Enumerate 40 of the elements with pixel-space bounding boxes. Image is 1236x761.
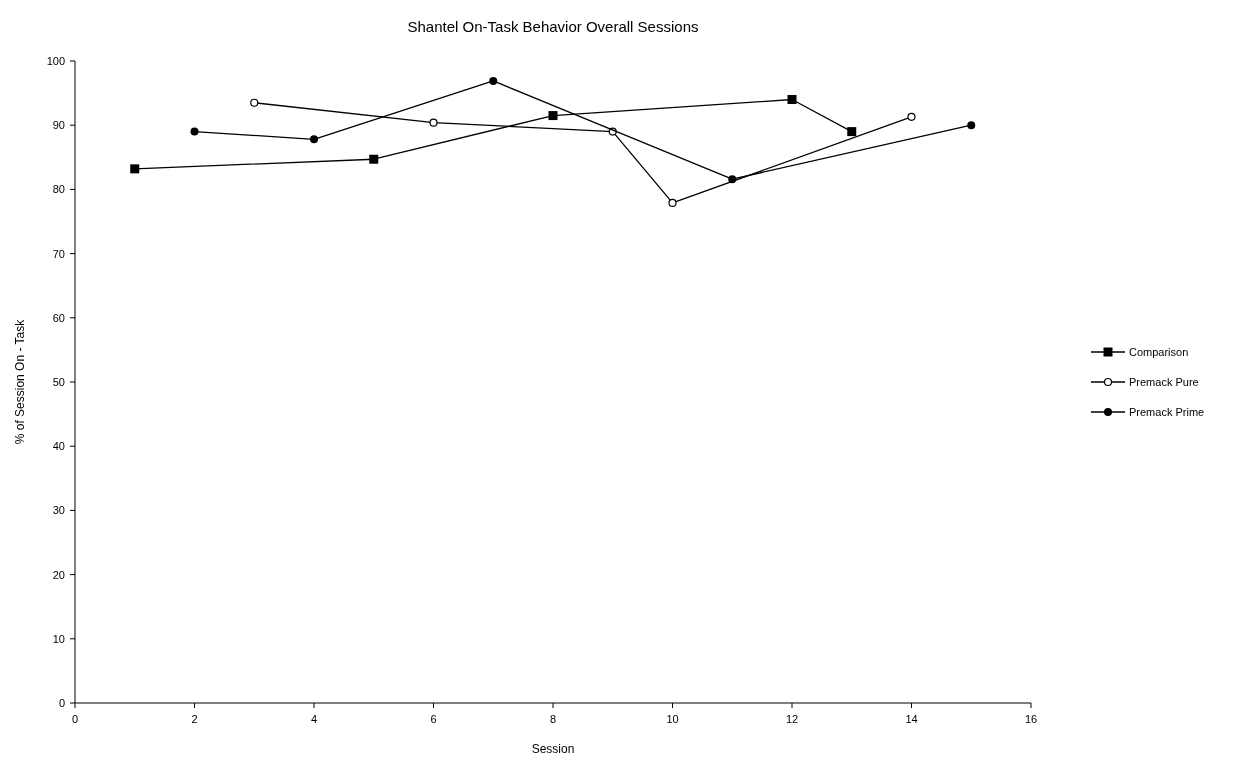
- point: [967, 121, 976, 130]
- x-tick-label: 12: [785, 713, 799, 725]
- point: [548, 111, 558, 121]
- x-tick-label: 10: [666, 713, 679, 725]
- y-tick-label: 20: [52, 568, 65, 581]
- y-tick-label: 50: [52, 376, 65, 388]
- x-tick-label: 16: [1024, 713, 1038, 725]
- point: [728, 175, 737, 184]
- x-axis-title: Session: [531, 742, 575, 756]
- y-tick-label: 90: [52, 119, 65, 132]
- y-tick-label: 30: [52, 504, 65, 517]
- y-axis-title: % of Session On - Task: [13, 318, 27, 445]
- chart-title: Shantel On-Task Behavior Overall Sessions: [407, 18, 699, 35]
- point: [130, 164, 140, 174]
- y-tick-label: 10: [52, 632, 65, 645]
- x-tick-label: 8: [549, 713, 557, 725]
- point: [429, 118, 438, 127]
- x-tick-label: 2: [191, 713, 198, 725]
- y-tick-label: 40: [52, 440, 65, 453]
- point: [369, 154, 379, 164]
- x-tick-label: 4: [310, 713, 318, 725]
- y-tick-label: 60: [52, 311, 65, 324]
- point: [310, 135, 318, 144]
- x-tick-label: 0: [71, 713, 79, 725]
- point: [907, 112, 916, 121]
- point: [190, 127, 199, 136]
- x-tick-label: 14: [905, 713, 918, 725]
- point: [668, 198, 677, 207]
- x-tick-label: 6: [430, 713, 437, 725]
- y-tick-label: 100: [46, 55, 65, 67]
- legend-label: Comparison: [1129, 346, 1189, 358]
- legend-label: Premack Pure: [1129, 376, 1199, 388]
- y-tick-label: 70: [52, 247, 65, 260]
- point: [250, 98, 259, 107]
- point: [847, 127, 857, 137]
- point: [787, 95, 797, 105]
- legend-label: Premack Prime: [1129, 406, 1205, 418]
- y-tick-label: 0: [58, 697, 65, 709]
- point: [489, 76, 498, 85]
- y-tick-label: 80: [52, 183, 65, 196]
